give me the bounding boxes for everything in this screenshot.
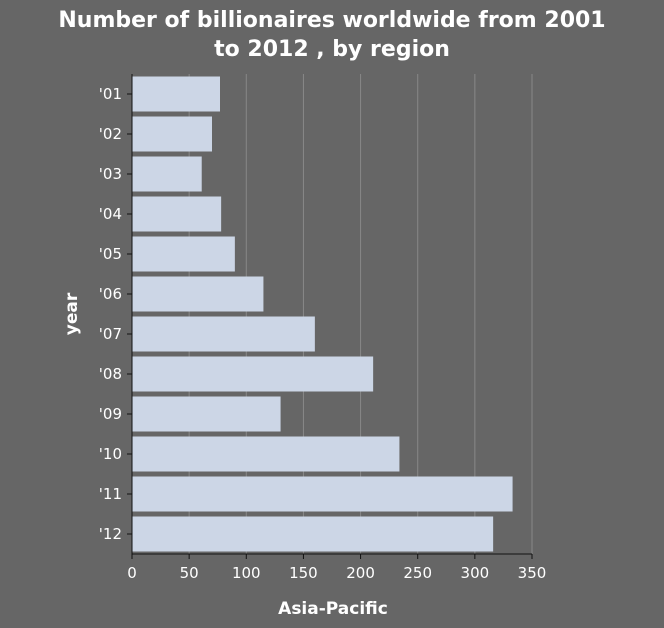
- bar: [132, 276, 264, 312]
- x-tick-label: 150: [289, 564, 318, 582]
- bar: [132, 236, 235, 272]
- x-axis-label: Asia-Pacific: [278, 599, 388, 619]
- x-tick-label: 250: [403, 564, 432, 582]
- bar: [132, 156, 202, 192]
- axes: 0 50 100 150 200 250 300 350 '01 '02 '03 '04 '05 '06 '…: [99, 74, 547, 582]
- bar: [132, 116, 212, 152]
- y-axis-label: year: [62, 292, 82, 335]
- x-tick-label: 0: [127, 564, 137, 582]
- y-tick-label: '06: [99, 285, 122, 303]
- bar: [132, 396, 281, 432]
- x-tick-label: 300: [461, 564, 490, 582]
- y-tick-label: '01: [99, 85, 122, 103]
- y-tick-label: '02: [99, 125, 122, 143]
- y-tick-label: '04: [99, 205, 122, 223]
- bar: [132, 316, 315, 352]
- y-tick-label: '03: [99, 165, 122, 183]
- y-tick-label: '11: [99, 485, 122, 503]
- x-tick-label: 50: [180, 564, 199, 582]
- bar: [132, 356, 374, 392]
- bar: [132, 196, 222, 232]
- x-tick-label: 100: [232, 564, 261, 582]
- bars: [132, 76, 513, 552]
- y-tick-label: '08: [99, 365, 122, 383]
- bar: [132, 476, 513, 512]
- y-tick-label: '05: [99, 245, 122, 263]
- x-tick-label: 200: [346, 564, 375, 582]
- chart-title: Number of billionaires worldwide from 20…: [0, 6, 664, 64]
- gridlines: [188, 74, 533, 554]
- chart-title-line-2: to 2012 , by region: [214, 37, 450, 62]
- y-tick-label: '12: [99, 525, 122, 543]
- y-tick-label: '09: [99, 405, 122, 423]
- bar: [132, 516, 494, 552]
- bar: [132, 436, 400, 472]
- chart-title-line-1: Number of billionaires worldwide from 20…: [58, 8, 606, 33]
- x-tick-label: 350: [518, 564, 547, 582]
- y-tick-label: '10: [99, 445, 122, 463]
- y-tick-label: '07: [99, 325, 122, 343]
- bar: [132, 76, 220, 112]
